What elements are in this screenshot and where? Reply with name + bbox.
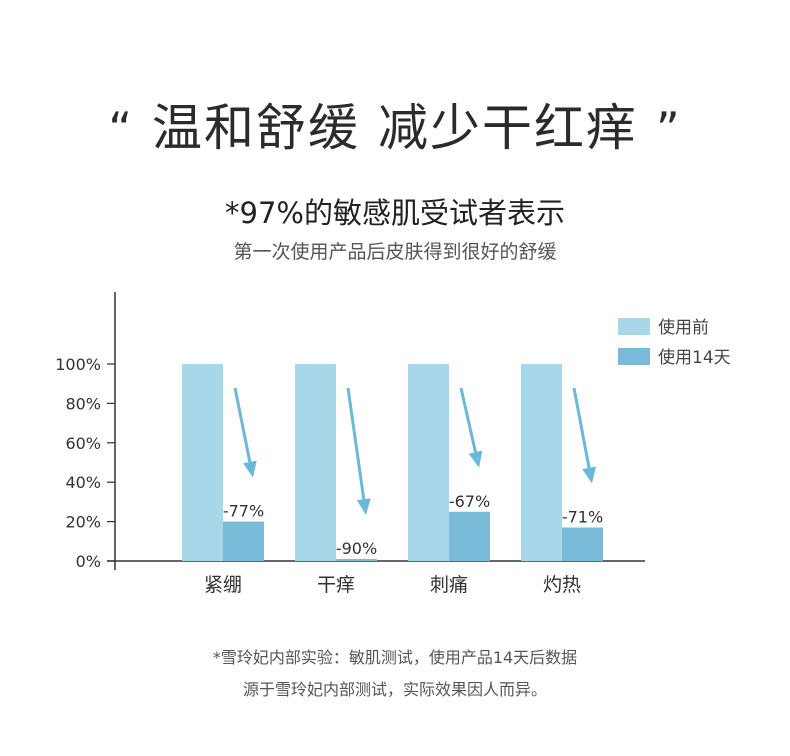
x-tick-label: 紧绷 [204, 574, 242, 596]
bar-before-1 [182, 364, 223, 561]
y-tick-label: 80% [65, 394, 101, 413]
legend-label-1: 使用前 [658, 317, 709, 338]
bar-after-3 [449, 511, 490, 561]
data-label: -77% [223, 502, 264, 521]
down-arrow-icon [346, 387, 366, 500]
bar-after-2 [336, 559, 377, 561]
arrow-head-icon [468, 450, 483, 468]
bar-after-4 [562, 527, 603, 561]
legend-label-2: 使用14天 [658, 347, 731, 368]
open-quote: “ [108, 102, 135, 156]
footnote-line-1: *雪玲妃内部实验：敏肌测试，使用产品14天后数据 [212, 648, 578, 667]
bar-before-4 [521, 364, 562, 561]
headline-text: 温和舒缓 减少干红痒 [152, 99, 638, 157]
data-label: -71% [562, 508, 603, 527]
y-tick-label: 100% [55, 355, 101, 374]
x-tick-label: 灼热 [543, 574, 581, 596]
data-label: -90% [336, 539, 377, 558]
legend-swatch-1 [618, 318, 650, 335]
y-tick-label: 40% [65, 473, 101, 492]
bar-after-1 [223, 521, 264, 561]
subtitle: *97%的敏感肌受试者表示 [225, 196, 565, 230]
y-tick-label: 20% [65, 513, 101, 532]
arrow-head-icon [242, 460, 257, 478]
arrow-head-icon [356, 498, 371, 516]
down-arrow-icon [572, 387, 591, 469]
x-tick-label: 干痒 [317, 574, 355, 596]
down-arrow-icon [459, 387, 477, 453]
down-arrow-icon [233, 387, 252, 463]
legend-swatch-2 [618, 348, 650, 365]
y-tick-label: 60% [65, 434, 101, 453]
close-quote: ” [655, 102, 682, 156]
arrow-head-icon [582, 466, 596, 484]
bar-before-2 [295, 364, 336, 561]
subtitle-secondary: 第一次使用产品后皮肤得到很好的舒缓 [233, 241, 557, 263]
y-tick-label: 0% [76, 552, 101, 571]
bar-chart: 0% 20% 40% 60% 80% 100% -77% 紧绷 -90% 干痒 -67% 刺痛 -71%… [55, 292, 731, 596]
headline: “ 温和舒缓 减少干红痒 ” [0, 88, 790, 160]
footnote-line-2: 源于雪玲妃内部测试，实际效果因人而异。 [242, 680, 547, 699]
data-label: -67% [449, 492, 490, 511]
bar-before-3 [408, 364, 449, 561]
x-tick-label: 刺痛 [430, 574, 468, 596]
